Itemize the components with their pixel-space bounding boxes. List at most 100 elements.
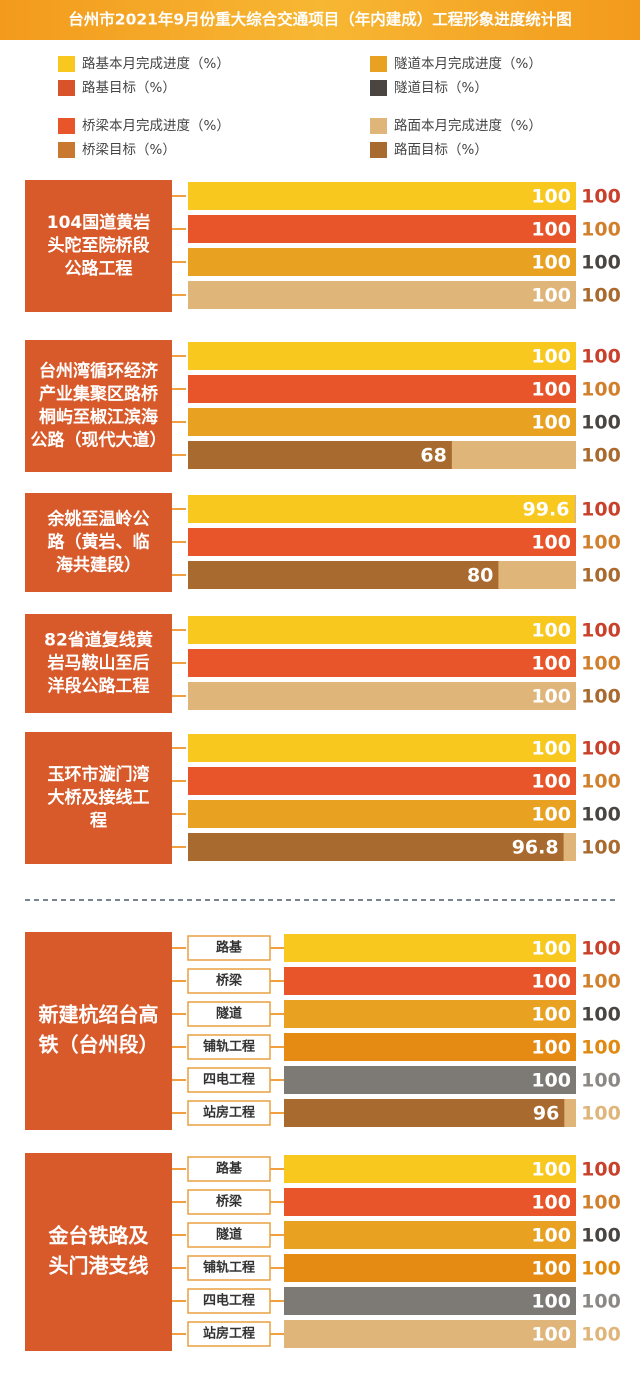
project-box bbox=[25, 732, 172, 864]
legend-label: 隧道目标（%） bbox=[394, 80, 488, 96]
row-label: 桥梁 bbox=[216, 1194, 243, 1210]
project-name: 铁（台州段） bbox=[39, 1033, 159, 1057]
bar bbox=[188, 408, 576, 436]
bar-value: 100 bbox=[531, 252, 571, 274]
bar-value: 96 bbox=[533, 1103, 559, 1125]
bar-value: 100 bbox=[531, 285, 571, 307]
bar bbox=[188, 528, 576, 556]
project-name: 金台铁路及 bbox=[48, 1224, 150, 1248]
bar-value: 100 bbox=[531, 1159, 571, 1181]
bar-value: 100 bbox=[531, 1324, 571, 1346]
legend-swatch bbox=[370, 118, 387, 134]
project-box bbox=[25, 932, 172, 1130]
title-bar bbox=[0, 0, 640, 40]
target-value: 100 bbox=[581, 412, 621, 434]
target-value: 100 bbox=[581, 1070, 621, 1092]
legend-swatch bbox=[58, 56, 75, 72]
project-name: 产业集聚区路桥 bbox=[39, 384, 159, 405]
target-value: 100 bbox=[581, 804, 621, 826]
project-name: 新建杭绍台高 bbox=[39, 1003, 159, 1027]
bar bbox=[188, 375, 576, 403]
row-label-box bbox=[187, 1156, 271, 1182]
bar-value: 100 bbox=[531, 1258, 571, 1280]
bar-value: 100 bbox=[531, 1192, 571, 1214]
row-label: 桥梁 bbox=[216, 973, 243, 989]
bar bbox=[188, 800, 576, 828]
row-label: 隧道 bbox=[216, 1227, 242, 1243]
target-value: 100 bbox=[581, 186, 621, 208]
project-name: 洋段公路工程 bbox=[48, 676, 150, 697]
target-value: 100 bbox=[581, 1258, 621, 1280]
project-name: 公路（现代大道） bbox=[31, 430, 167, 451]
bar bbox=[188, 682, 576, 710]
target-value: 100 bbox=[581, 499, 621, 521]
legend-swatch bbox=[370, 142, 387, 158]
bar-value: 96.8 bbox=[512, 837, 559, 859]
row-label: 路基 bbox=[216, 1161, 243, 1177]
row-label-box bbox=[187, 968, 271, 994]
legend-label: 隧道本月完成进度（%） bbox=[394, 56, 542, 72]
target-value: 100 bbox=[581, 1004, 621, 1026]
target-value: 100 bbox=[581, 1103, 621, 1125]
bar bbox=[188, 833, 564, 861]
target-value: 100 bbox=[581, 653, 621, 675]
bar bbox=[284, 1254, 576, 1282]
project-name: 路（黄岩、临 bbox=[48, 532, 150, 553]
target-value: 100 bbox=[581, 1192, 621, 1214]
legend-label: 路面本月完成进度（%） bbox=[394, 118, 542, 134]
target-value: 100 bbox=[581, 285, 621, 307]
legend-label: 路基目标（%） bbox=[82, 79, 176, 96]
row-label-box bbox=[187, 1189, 271, 1215]
legend-label: 桥梁本月完成进度（%） bbox=[82, 118, 230, 134]
project-name: 头门港支线 bbox=[49, 1254, 149, 1278]
target-value: 100 bbox=[581, 771, 621, 793]
project-name: 海共建段） bbox=[56, 555, 141, 576]
target-value: 100 bbox=[581, 686, 621, 708]
target-value: 100 bbox=[581, 1159, 621, 1181]
project-name: 大桥及接线工 bbox=[48, 787, 150, 808]
row-label: 路基 bbox=[216, 940, 243, 956]
legend-label: 路面目标（%） bbox=[394, 142, 488, 158]
bar-value: 100 bbox=[531, 1291, 571, 1313]
target-value: 100 bbox=[581, 1324, 621, 1346]
bar-value: 100 bbox=[531, 1004, 571, 1026]
row-label: 站房工程 bbox=[203, 1326, 255, 1342]
target-value: 100 bbox=[581, 219, 621, 241]
bar bbox=[188, 182, 576, 210]
row-label-box bbox=[187, 1222, 271, 1248]
project-box bbox=[25, 1153, 172, 1351]
bar bbox=[284, 1320, 576, 1348]
bar-value: 100 bbox=[531, 346, 571, 368]
target-value: 100 bbox=[581, 738, 621, 760]
bar-value: 100 bbox=[531, 379, 571, 401]
bar bbox=[188, 616, 576, 644]
project-name: 桐屿至椒江滨海 bbox=[39, 407, 158, 428]
project-name: 岩马鞍山至后 bbox=[47, 653, 150, 674]
bar bbox=[188, 734, 576, 762]
bar-value: 68 bbox=[420, 445, 446, 467]
target-value: 100 bbox=[581, 252, 621, 274]
project-name: 玉环市漩门湾 bbox=[48, 764, 150, 785]
row-label: 四电工程 bbox=[203, 1293, 255, 1309]
target-value: 100 bbox=[581, 1037, 621, 1059]
bar bbox=[284, 1099, 565, 1127]
target-value: 100 bbox=[581, 379, 621, 401]
project-name: 余姚至温岭公 bbox=[47, 509, 150, 530]
row-label: 铺轨工程 bbox=[203, 1039, 255, 1055]
target-value: 100 bbox=[581, 620, 621, 642]
target-value: 100 bbox=[581, 837, 621, 859]
bar bbox=[188, 281, 576, 309]
legend-swatch bbox=[370, 56, 387, 72]
target-value: 100 bbox=[581, 346, 621, 368]
target-value: 100 bbox=[581, 1225, 621, 1247]
target-value: 100 bbox=[581, 532, 621, 554]
bar-value: 80 bbox=[467, 565, 493, 587]
project-name: 104国道黄岩 bbox=[47, 212, 151, 233]
bar-value: 100 bbox=[531, 804, 571, 826]
legend-swatch bbox=[58, 142, 75, 158]
legend-label: 桥梁目标（%） bbox=[82, 142, 176, 158]
bar bbox=[188, 495, 575, 523]
bar bbox=[188, 767, 576, 795]
chart-title: 台州市2021年9月份重大综合交通项目（年内建成）工程形象进度统计图 bbox=[68, 10, 571, 29]
